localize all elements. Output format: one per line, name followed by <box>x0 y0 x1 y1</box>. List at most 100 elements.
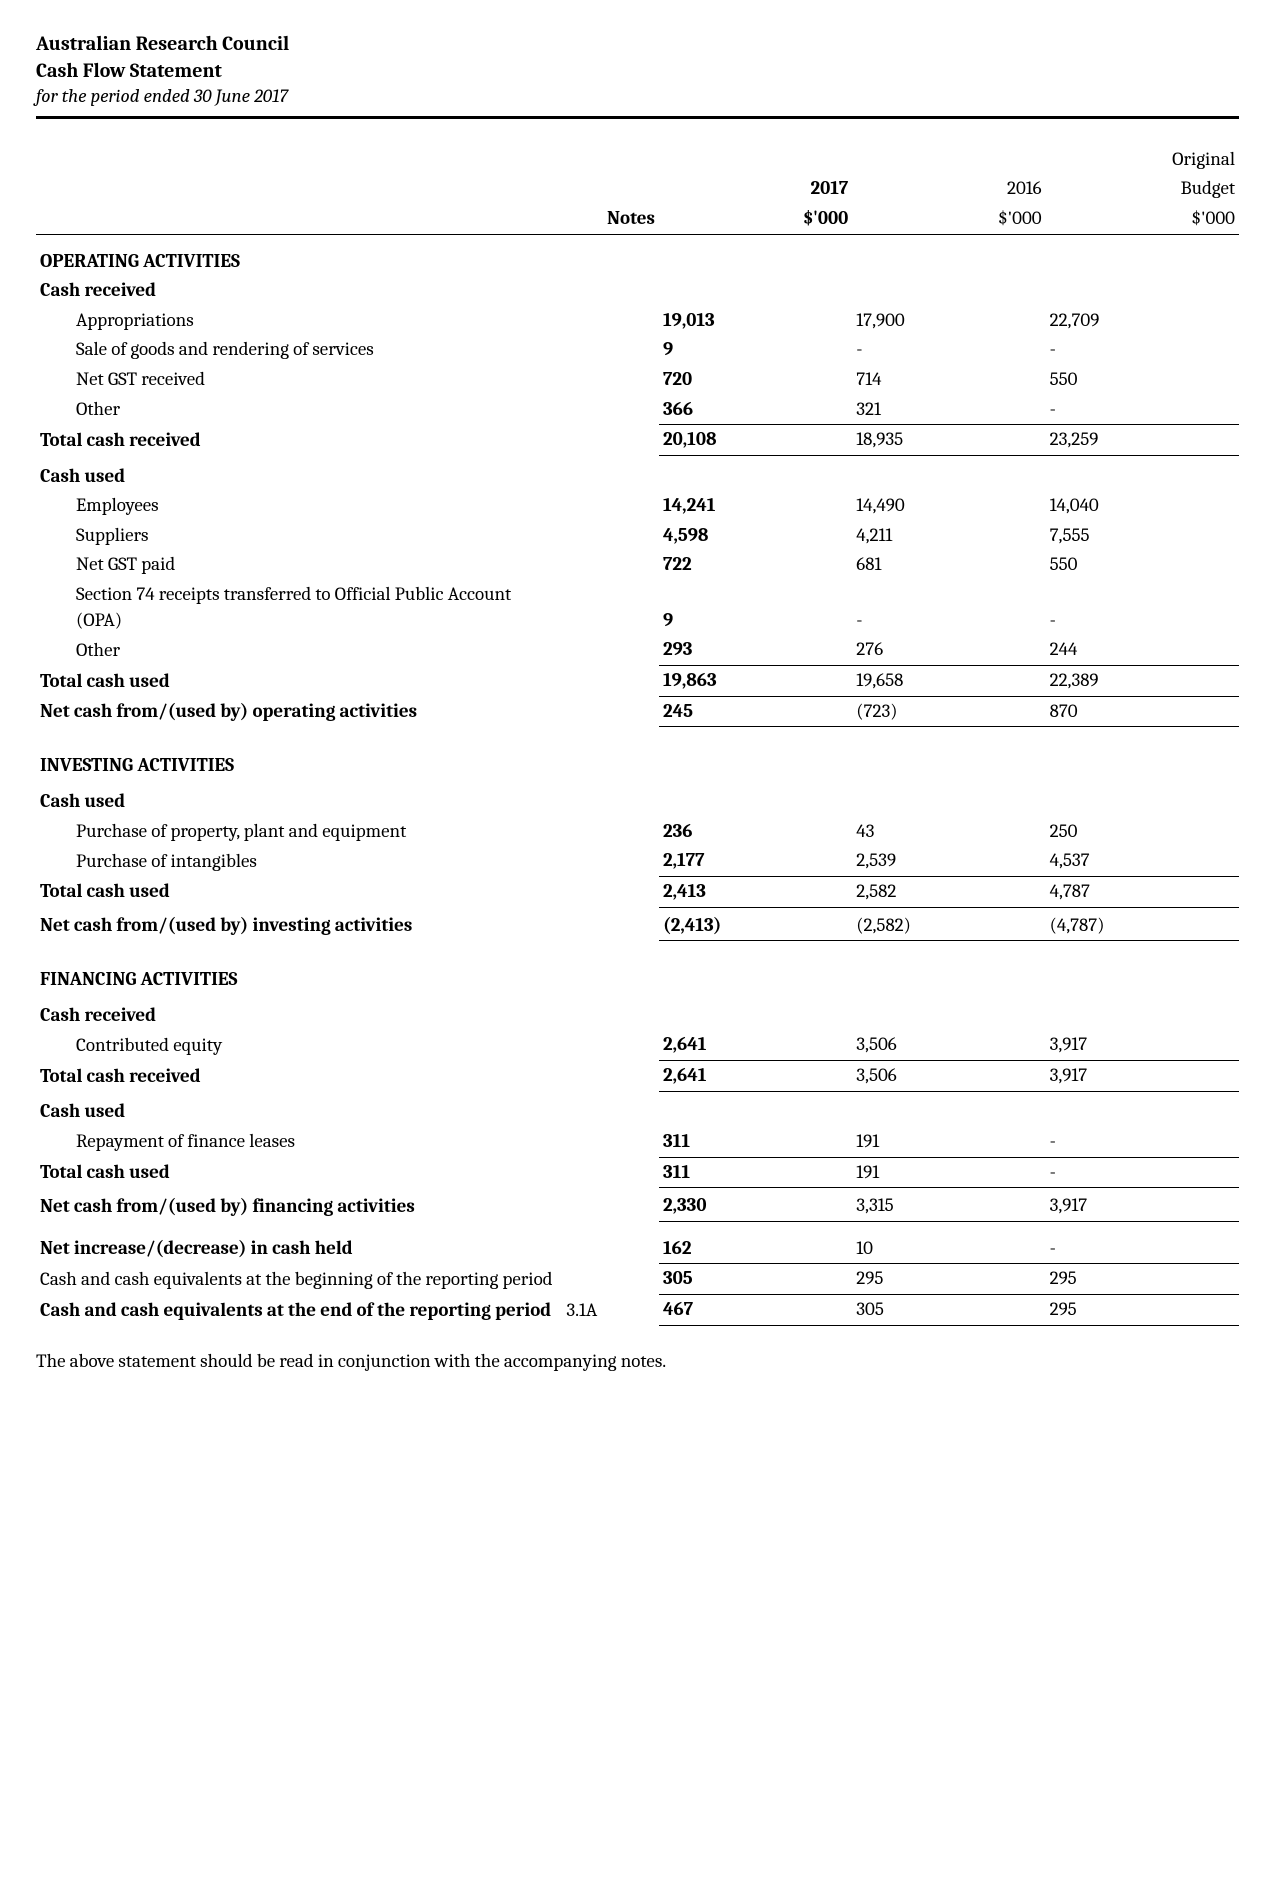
row-label: Total cash used <box>36 876 562 907</box>
col-budget-b: Budget <box>1046 174 1239 204</box>
subhead-cash-used: Cash used <box>36 1091 562 1127</box>
section-financing: FINANCING ACTIVITIES <box>36 953 562 995</box>
row-label: Net GST paid <box>36 550 562 580</box>
row-label: Sale of goods and rendering of services <box>36 335 562 365</box>
row-label: Other <box>36 635 562 665</box>
cell-budget: - <box>1046 395 1239 425</box>
cell-2017: 305 <box>659 1264 852 1295</box>
cell-2016: 18,935 <box>852 425 1045 456</box>
col-notes: Notes <box>562 204 659 234</box>
cell-budget: 4,537 <box>1046 846 1239 876</box>
col-2017-b: $'000 <box>659 204 852 234</box>
cell-2016: - <box>852 335 1045 365</box>
cell-budget: 550 <box>1046 365 1239 395</box>
cell-2016: 2,582 <box>852 876 1045 907</box>
cell-budget: 4,787 <box>1046 876 1239 907</box>
table-row: Sale of goods and rendering of services 9… <box>36 335 1239 365</box>
row-label: Purchase of intangibles <box>36 846 562 876</box>
period-line: for the period ended 30 June 2017 <box>36 84 1239 110</box>
cell-budget: - <box>1046 580 1239 635</box>
cell-2016: - <box>852 580 1045 635</box>
cell-budget: 7,555 <box>1046 521 1239 551</box>
cell-2017: 9 <box>659 580 852 635</box>
cell-2017: 2,177 <box>659 846 852 876</box>
cell-budget: - <box>1046 1234 1239 1264</box>
cell-2016: 305 <box>852 1295 1045 1326</box>
cell-budget: 22,389 <box>1046 666 1239 697</box>
table-row: Total cash received2,6413,5063,917 <box>36 1061 1239 1092</box>
table-row: Suppliers4,5984,2117,555 <box>36 521 1239 551</box>
cell-2017: 14,241 <box>659 491 852 521</box>
table-row: Section 74 receipts transferred to Offic… <box>36 580 1239 635</box>
org-name: Australian Research Council <box>36 30 1239 57</box>
table-row: Cash and cash equivalents at the beginni… <box>36 1264 1239 1295</box>
cell-2017: (2,413) <box>659 907 852 941</box>
cell-budget: 3,917 <box>1046 1030 1239 1060</box>
col-budget-c: $'000 <box>1046 204 1239 234</box>
cell-2017: 236 <box>659 817 852 847</box>
table-row: Net cash from/(used by) investing activi… <box>36 907 1239 941</box>
footnote: The above statement should be read in co… <box>36 1350 1239 1372</box>
section-operating: OPERATING ACTIVITIES <box>36 234 562 276</box>
cell-budget: 550 <box>1046 550 1239 580</box>
table-row: Total cash used2,4132,5824,787 <box>36 876 1239 907</box>
cell-2017: 2,641 <box>659 1061 852 1092</box>
row-label: Employees <box>36 491 562 521</box>
row-label: Net cash from/(used by) investing activi… <box>36 907 562 941</box>
cell-budget: 870 <box>1046 696 1239 727</box>
row-label: Suppliers <box>36 521 562 551</box>
cell-2017: 720 <box>659 365 852 395</box>
cell-2016: 19,658 <box>852 666 1045 697</box>
subhead-cash-used: Cash used <box>36 781 562 817</box>
cell-2016: 43 <box>852 817 1045 847</box>
cell-2016: 3,315 <box>852 1188 1045 1222</box>
row-label: Section 74 receipts transferred to Offic… <box>36 580 562 635</box>
col-budget-a: Original <box>1046 145 1239 175</box>
cell-budget: 3,917 <box>1046 1188 1239 1222</box>
cell-2017: 19,863 <box>659 666 852 697</box>
subhead-cash-received: Cash received <box>36 276 562 306</box>
row-label: Total cash received <box>36 425 562 456</box>
row-label: Other <box>36 395 562 425</box>
cell-2017: 9 <box>659 335 852 365</box>
table-row: Contributed equity2,6413,5063,917 <box>36 1030 1239 1060</box>
table-row: Total cash used311191- <box>36 1157 1239 1188</box>
cell-2016: (2,582) <box>852 907 1045 941</box>
cell-2017: 2,330 <box>659 1188 852 1222</box>
row-label: Contributed equity <box>36 1030 562 1060</box>
statement-title: Cash Flow Statement <box>36 57 1239 84</box>
cell-2016: 10 <box>852 1234 1045 1264</box>
cell-2017: 19,013 <box>659 306 852 336</box>
cell-budget: 23,259 <box>1046 425 1239 456</box>
table-row: Employees14,24114,49014,040 <box>36 491 1239 521</box>
cell-2016: 714 <box>852 365 1045 395</box>
row-label: Total cash used <box>36 1157 562 1188</box>
row-label: Purchase of property, plant and equipmen… <box>36 817 562 847</box>
cell-2016: 17,900 <box>852 306 1045 336</box>
cell-2016: 191 <box>852 1127 1045 1157</box>
cell-2016: 2,539 <box>852 846 1045 876</box>
cell-2017: 245 <box>659 696 852 727</box>
row-label: Repayment of finance leases <box>36 1127 562 1157</box>
cell-budget: - <box>1046 1157 1239 1188</box>
subhead-cash-received: Cash received <box>36 995 562 1031</box>
cell-budget: - <box>1046 335 1239 365</box>
cell-budget: 250 <box>1046 817 1239 847</box>
table-row: Purchase of property, plant and equipmen… <box>36 817 1239 847</box>
cell-2016: 191 <box>852 1157 1045 1188</box>
col-2017-a: 2017 <box>659 174 852 204</box>
row-label: Cash and cash equivalents at the beginni… <box>36 1264 562 1295</box>
table-row: Appropriations19,01317,90022,709 <box>36 306 1239 336</box>
cell-note: 3.1A <box>562 1295 659 1326</box>
col-2016-b: $'000 <box>852 204 1045 234</box>
table-row: Net cash from/(used by) operating activi… <box>36 696 1239 727</box>
row-label: Total cash received <box>36 1061 562 1092</box>
table-row: Cash and cash equivalents at the end of … <box>36 1295 1239 1326</box>
table-row: Repayment of finance leases311191- <box>36 1127 1239 1157</box>
cell-budget: 295 <box>1046 1264 1239 1295</box>
row-label: Net increase/(decrease) in cash held <box>36 1234 562 1264</box>
table-row: Other366321- <box>36 395 1239 425</box>
cell-2017: 2,641 <box>659 1030 852 1060</box>
table-header-row: Notes $'000 $'000 $'000 <box>36 204 1239 234</box>
table-row: Net increase/(decrease) in cash held1621… <box>36 1234 1239 1264</box>
